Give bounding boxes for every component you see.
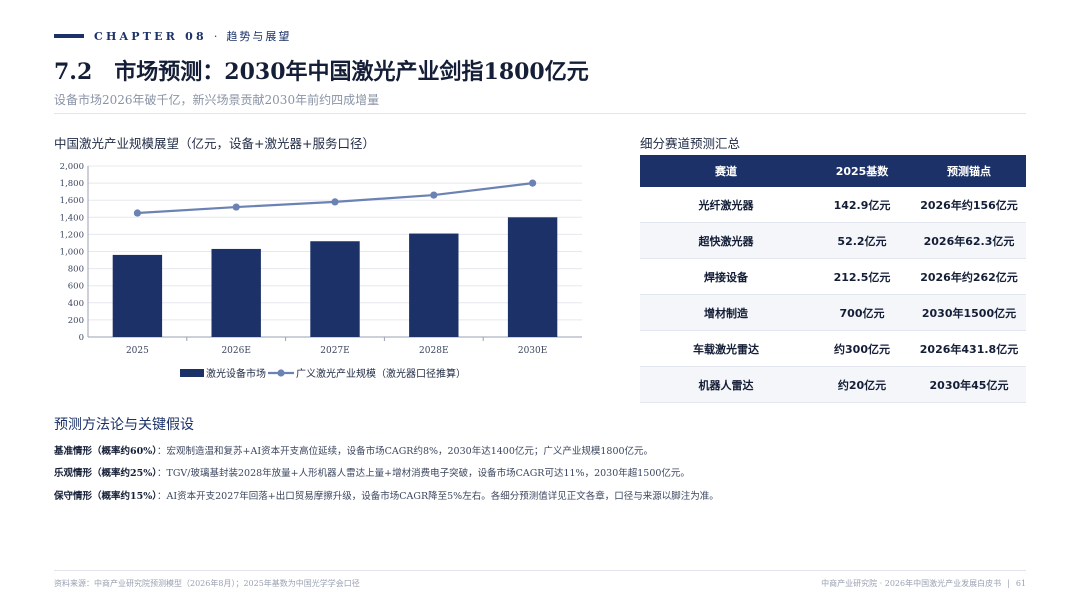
- line-point: [133, 209, 141, 217]
- cell-base: 700亿元: [812, 294, 912, 331]
- scenario-label: 乐观情形（概率约25%）: [54, 468, 157, 479]
- footer-divider: [54, 570, 1026, 571]
- cell-base: 142.9亿元: [812, 187, 912, 223]
- scenario-label: 基准情形（概率约60%）: [54, 446, 157, 457]
- cell-segment: 增材制造: [640, 294, 812, 331]
- y-tick-label: 1,800: [60, 179, 84, 189]
- legend-line-marker: [277, 369, 285, 377]
- publisher-name: 中商产业研究院 · 2026年中国激光产业发展白皮书: [821, 579, 1002, 588]
- line-point: [529, 179, 537, 187]
- cell-base: 212.5亿元: [812, 258, 912, 295]
- bar: [409, 233, 459, 337]
- series-line: [137, 182, 533, 215]
- bar: [112, 254, 163, 337]
- y-tick-label: 1,000: [60, 248, 84, 258]
- scenario-label: 保守情形（概率约15%）: [54, 491, 157, 502]
- col-header-segment: 赛道: [640, 155, 812, 187]
- header-divider: [54, 113, 1026, 114]
- table-row: 光纤激光器 142.9亿元 2026年约156亿元: [640, 187, 1026, 223]
- cell-segment: 焊接设备: [640, 258, 812, 295]
- cell-base: 52.2亿元: [812, 222, 912, 259]
- y-tick-label: 2,000: [60, 162, 84, 172]
- col-header-anchor: 预测锚点: [912, 155, 1026, 187]
- table-row: 超快激光器 52.2亿元 2026年62.3亿元: [640, 222, 1026, 259]
- cell-segment: 机器人雷达: [640, 366, 812, 403]
- y-tick-label: 400: [68, 299, 84, 309]
- industry-scale-chart: 0 200 400 600 800 1,000 1,200 1,400 1,600 1,800 2,…: [60, 162, 582, 380]
- chapter-number: CHAPTER 08: [94, 30, 207, 43]
- table-header-row: 赛道 2025基数 预测锚点: [640, 155, 1026, 187]
- page-subtitle: 设备市场2026年破千亿，新兴场景贡献2030年前约四成增量: [54, 93, 380, 107]
- chapter-name: 趋势与展望: [226, 30, 292, 43]
- y-tick-label: 200: [68, 316, 84, 326]
- cell-segment: 车载激光雷达: [640, 330, 812, 367]
- x-tick-label: 2026E: [221, 346, 250, 356]
- scenario-optimistic: 乐观情形（概率约25%）：TGV/玻璃基封装2028年放量+人形机器人雷达上量+…: [54, 465, 690, 479]
- chart-heading: 中国激光产业规模展望（亿元，设备+激光器+服务口径）: [54, 136, 375, 151]
- y-tick-label: 0: [79, 333, 84, 343]
- y-tick-label: 1,200: [60, 230, 84, 240]
- scenario-text: ：AI资本开支2027年回落+出口贸易摩擦升级，设备市场CAGR降至5%左右。各…: [157, 491, 719, 502]
- page-title: 7.2 市场预测：2030年中国激光产业剑指1800亿元: [54, 54, 589, 86]
- x-tick-label: 2025: [126, 346, 149, 356]
- line-point: [430, 191, 438, 199]
- footer-publisher: 中商产业研究院 · 2026年中国激光产业发展白皮书 | 61: [821, 578, 1026, 589]
- table-row: 增材制造 700亿元 2030年1500亿元: [640, 294, 1026, 331]
- x-tick-label: 2030E: [518, 346, 547, 356]
- cell-anchor: 2026年约262亿元: [912, 258, 1026, 295]
- table-row: 焊接设备 212.5亿元 2026年约262亿元: [640, 258, 1026, 295]
- x-tick-label: 2028E: [419, 346, 448, 356]
- cell-segment: 超快激光器: [640, 222, 812, 259]
- legend-bar-swatch: [180, 369, 204, 377]
- page-number: 61: [1015, 579, 1026, 588]
- y-tick-label: 800: [68, 265, 84, 275]
- footer-separator: |: [1007, 579, 1010, 588]
- cell-anchor: 2026年约156亿元: [912, 187, 1026, 223]
- bar: [211, 248, 261, 337]
- col-header-base: 2025基数: [812, 155, 912, 187]
- segment-forecast-table: 赛道 2025基数 预测锚点 光纤激光器 142.9亿元 2026年约156亿元 超…: [640, 155, 1026, 403]
- line-point: [331, 198, 339, 206]
- table-row: 机器人雷达 约20亿元 2030年45亿元: [640, 366, 1026, 403]
- scenario-conservative: 保守情形（概率约15%）：AI资本开支2027年回落+出口贸易摩擦升级，设备市场…: [54, 488, 719, 502]
- cell-base: 约300亿元: [812, 330, 912, 367]
- y-tick-label: 1,400: [60, 213, 84, 223]
- cell-anchor: 2030年1500亿元: [912, 294, 1026, 331]
- cell-anchor: 2030年45亿元: [912, 366, 1026, 403]
- chapter-accent-bar: [54, 34, 84, 38]
- bar: [310, 241, 360, 337]
- cell-base: 约20亿元: [812, 366, 912, 403]
- chapter-label: CHAPTER 08 · 趋势与展望: [94, 28, 291, 44]
- cell-segment: 光纤激光器: [640, 187, 812, 223]
- x-tick-label: 2027E: [320, 346, 349, 356]
- table-heading: 细分赛道预测汇总: [640, 136, 741, 151]
- bar: [507, 217, 558, 337]
- methodology-heading: 预测方法论与关键假设: [54, 417, 194, 433]
- section-number: 7.2: [54, 59, 93, 85]
- cell-anchor: 2026年431.8亿元: [912, 330, 1026, 367]
- scenario-text: ：TGV/玻璃基封装2028年放量+人形机器人雷达上量+增材消费电子突破，设备市…: [157, 468, 690, 479]
- table-row: 车载激光雷达 约300亿元 2026年431.8亿元: [640, 330, 1026, 367]
- cell-anchor: 2026年62.3亿元: [912, 222, 1026, 259]
- line-point: [232, 203, 240, 211]
- scenario-base: 基准情形（概率约60%）：宏观制造温和复苏+AI资本开支高位延续，设备市场CAG…: [54, 443, 653, 457]
- legend-line-label: 广义激光产业规模（激光器口径推算）: [296, 367, 466, 380]
- title-text: 市场预测：2030年中国激光产业剑指1800亿元: [114, 59, 589, 85]
- y-tick-label: 600: [68, 282, 84, 292]
- scenario-text: ：宏观制造温和复苏+AI资本开支高位延续，设备市场CAGR约8%，2030年达1…: [157, 446, 654, 457]
- footer-source: 资料来源：中商产业研究院预测模型（2026年8月）；2025年基数为中国光学学会…: [54, 579, 360, 588]
- legend-bar-label: 激光设备市场: [206, 367, 266, 380]
- y-tick-label: 1,600: [60, 196, 84, 206]
- chapter-separator: ·: [213, 30, 220, 43]
